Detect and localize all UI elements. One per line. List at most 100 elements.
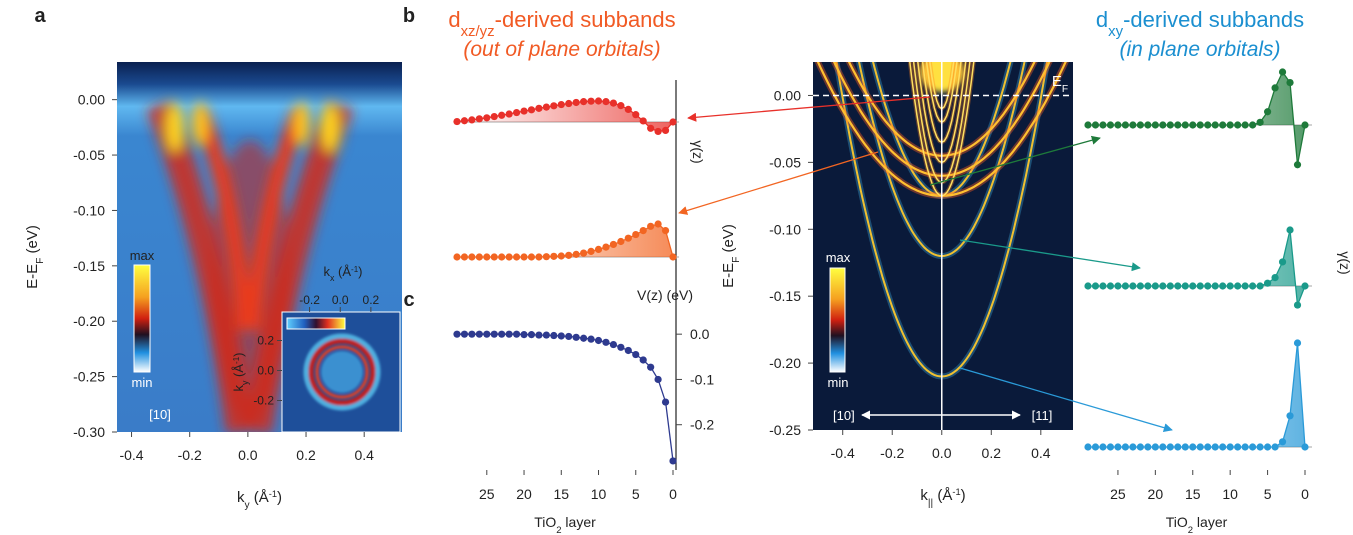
chart-title: dxz/yz-derived subbands bbox=[448, 7, 675, 40]
line bbox=[1088, 342, 1306, 448]
text-part: layer bbox=[1193, 514, 1228, 530]
point bbox=[647, 363, 655, 371]
x-tick-label: 25 bbox=[1110, 486, 1126, 502]
point bbox=[602, 98, 610, 106]
point bbox=[1249, 443, 1257, 451]
annotation: [10] bbox=[149, 407, 171, 422]
arrow bbox=[678, 151, 879, 215]
point bbox=[512, 253, 521, 261]
point bbox=[520, 253, 528, 261]
x-tick-label: 25 bbox=[479, 486, 495, 502]
point bbox=[1271, 443, 1279, 451]
point bbox=[1189, 121, 1197, 129]
point bbox=[609, 99, 618, 107]
text-part: k bbox=[323, 264, 330, 279]
y-axis-label: E-EF (eV) bbox=[24, 225, 46, 289]
point bbox=[1181, 282, 1189, 290]
point bbox=[505, 253, 513, 261]
point bbox=[647, 222, 655, 230]
point bbox=[580, 249, 588, 257]
point bbox=[1219, 443, 1227, 451]
point bbox=[1181, 121, 1189, 129]
x-tick-label: -0.4 bbox=[831, 445, 855, 461]
text-part: TiO bbox=[1166, 514, 1188, 530]
y-tick-label: 0.2 bbox=[257, 334, 274, 348]
point bbox=[1211, 443, 1219, 451]
y-tick-label: -0.05 bbox=[73, 147, 105, 163]
point bbox=[1099, 282, 1107, 290]
y-tick-label: 0.00 bbox=[78, 92, 105, 108]
point bbox=[1121, 443, 1130, 451]
y-axis-label: ky (Å-1) bbox=[231, 352, 250, 391]
x-axis-label: TiO2 layer bbox=[534, 514, 596, 535]
point bbox=[505, 330, 513, 338]
point bbox=[1091, 121, 1100, 129]
point bbox=[580, 334, 588, 342]
point bbox=[550, 331, 558, 340]
x-tick-label: 10 bbox=[1222, 486, 1238, 502]
x-tick-label: 0.2 bbox=[982, 445, 1002, 461]
text-part: k bbox=[237, 489, 245, 506]
point bbox=[1166, 443, 1174, 451]
point bbox=[1226, 443, 1234, 451]
point bbox=[1219, 121, 1227, 129]
point bbox=[1174, 121, 1182, 129]
point bbox=[468, 330, 476, 338]
x-tick-label: 20 bbox=[1148, 486, 1164, 502]
colorbar-label: min bbox=[132, 375, 153, 390]
point bbox=[453, 330, 461, 338]
text-part: ) bbox=[961, 487, 966, 504]
point bbox=[1234, 443, 1242, 451]
colorbar bbox=[829, 267, 846, 373]
text-part: 2 bbox=[1188, 525, 1193, 535]
point bbox=[498, 330, 506, 338]
point bbox=[1278, 68, 1287, 76]
point bbox=[587, 97, 595, 105]
y-tick-label: -0.25 bbox=[73, 369, 105, 385]
text-part: k bbox=[231, 385, 246, 392]
text-part: d bbox=[1096, 7, 1108, 32]
point bbox=[1211, 121, 1219, 129]
point bbox=[1204, 443, 1212, 451]
point bbox=[1241, 282, 1249, 290]
text-part: layer bbox=[562, 514, 597, 530]
point bbox=[1091, 282, 1100, 290]
point bbox=[1189, 443, 1197, 451]
point bbox=[1091, 443, 1100, 451]
point bbox=[1204, 121, 1212, 129]
arrow bbox=[687, 96, 931, 122]
point bbox=[594, 97, 603, 105]
point bbox=[1136, 121, 1144, 129]
point bbox=[535, 331, 543, 339]
x-tick-label: 0.2 bbox=[363, 293, 380, 307]
point bbox=[1181, 443, 1189, 451]
text-part: (Å bbox=[250, 489, 269, 506]
arrow bbox=[959, 239, 1141, 272]
point bbox=[565, 332, 573, 341]
direction-label: [10] bbox=[833, 408, 855, 423]
point bbox=[654, 375, 662, 384]
y-tick-label: -0.2 bbox=[253, 394, 274, 408]
point bbox=[1301, 121, 1309, 129]
point bbox=[550, 252, 558, 260]
point bbox=[617, 237, 625, 246]
text-part: E-E bbox=[24, 264, 41, 289]
point bbox=[565, 251, 573, 259]
point bbox=[1278, 438, 1287, 446]
point bbox=[1106, 443, 1115, 451]
x-tick-label: -0.2 bbox=[880, 445, 904, 461]
point bbox=[624, 346, 632, 355]
point bbox=[1144, 121, 1152, 129]
point bbox=[624, 234, 632, 242]
point bbox=[624, 105, 632, 113]
point bbox=[1144, 443, 1152, 451]
point bbox=[602, 243, 610, 251]
text-part: F bbox=[731, 257, 742, 263]
point bbox=[498, 253, 506, 261]
point bbox=[520, 107, 528, 115]
text-part: k bbox=[920, 487, 928, 504]
text-part: xz/yz bbox=[461, 23, 495, 40]
point bbox=[512, 330, 521, 338]
arrow bbox=[929, 135, 1101, 186]
text-part: E bbox=[1052, 73, 1062, 90]
